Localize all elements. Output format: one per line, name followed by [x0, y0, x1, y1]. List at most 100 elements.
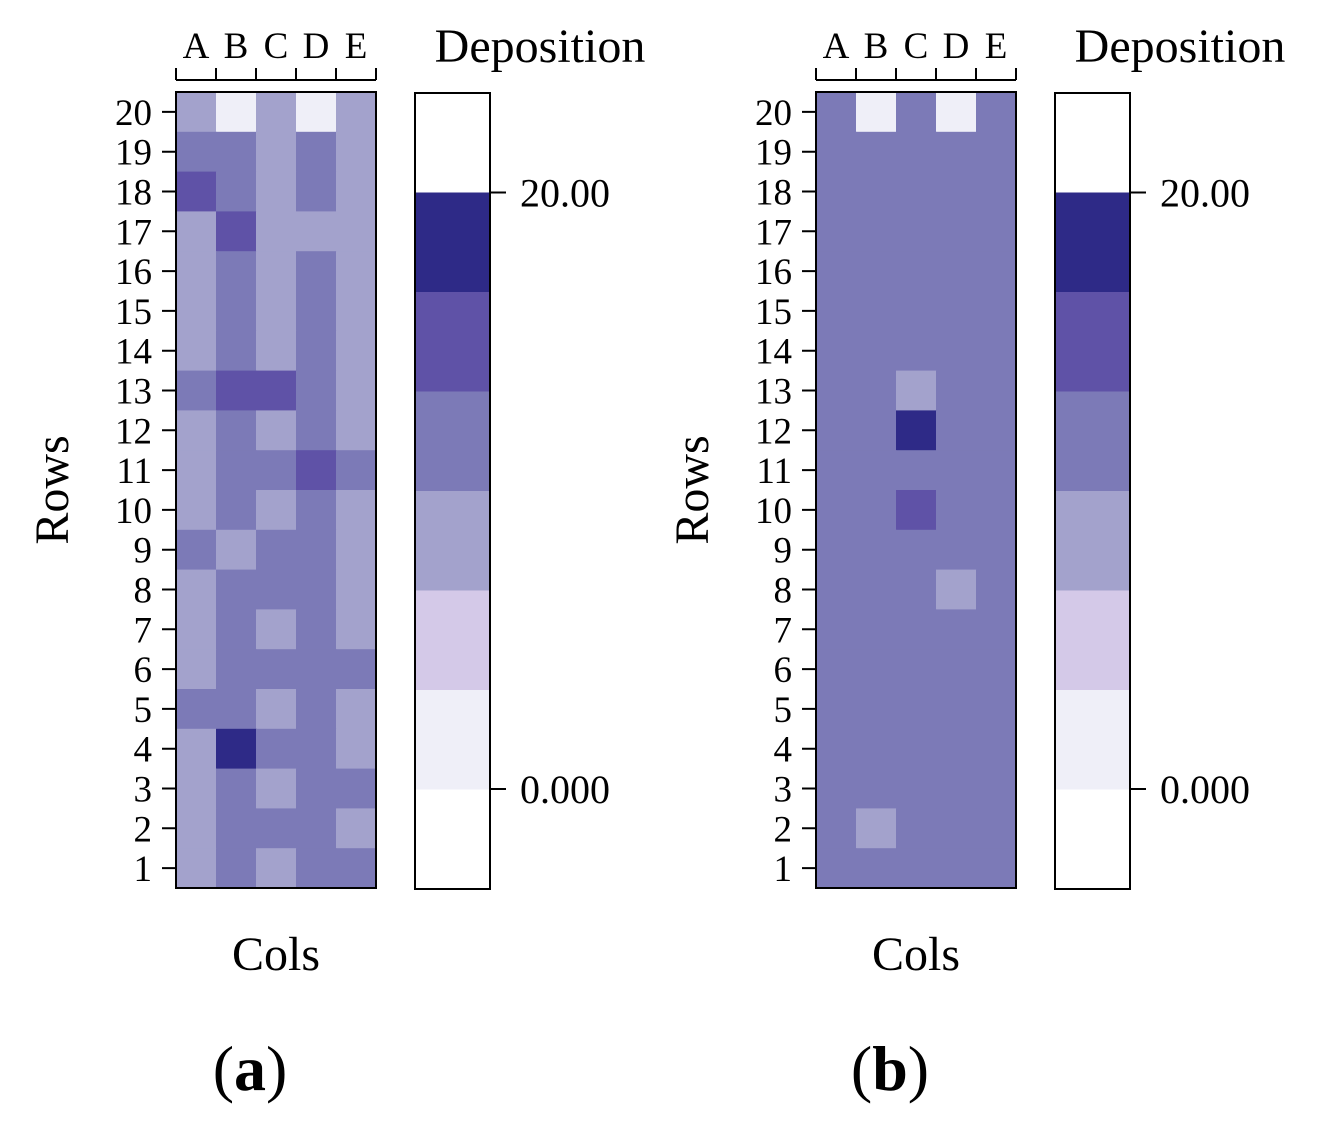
heatmap-cell: [856, 450, 897, 491]
heatmap-cell: [856, 490, 897, 531]
legend-frame: [414, 92, 491, 890]
legend-band: [1055, 690, 1130, 791]
heatmap-cell: [936, 291, 977, 332]
heatmap-cell: [216, 848, 257, 889]
heatmap-cell: [896, 728, 937, 770]
heatmap-cell: [296, 569, 337, 610]
heatmap-cell: [976, 490, 1017, 531]
heatmap-cell: [336, 291, 377, 332]
heatmap-cell: [336, 211, 377, 252]
heatmap-cell: [896, 92, 937, 133]
heatmap-cell: [216, 92, 257, 133]
legend-band: [415, 690, 490, 791]
legend-title: Deposition: [1075, 20, 1286, 73]
row-axis: [802, 110, 816, 870]
heatmap-cell: [176, 649, 217, 690]
heatmap-cell: [176, 529, 217, 571]
heatmap-cell: [816, 330, 857, 372]
x-axis-title: Cols: [872, 928, 960, 981]
legend-band: [415, 192, 490, 293]
heatmap-cell: [856, 92, 897, 133]
y-axis-title: Rows: [666, 435, 719, 544]
heatmap-cell: [816, 848, 857, 889]
heatmap-cell: [216, 490, 257, 531]
row-label: 15: [115, 292, 152, 333]
heatmap-cell: [176, 768, 217, 809]
heatmap-cell: [976, 569, 1017, 610]
heatmap-cell: [976, 529, 1017, 571]
heatmap-cell: [336, 131, 377, 173]
heatmap-cell: [296, 848, 337, 889]
panel-label: (b): [851, 1033, 929, 1104]
heatmap-cell: [216, 768, 257, 809]
heatmap-cell: [336, 569, 377, 610]
heatmap-cell: [896, 291, 937, 332]
row-label: 4: [774, 730, 793, 771]
heatmap-cell: [296, 131, 337, 173]
heatmap-cell: [296, 689, 337, 730]
row-label: 10: [115, 491, 152, 532]
row-label: 13: [755, 372, 792, 413]
heatmap-cell: [176, 131, 217, 173]
heatmap-cell: [936, 370, 977, 411]
heatmap-cell: [256, 291, 297, 332]
heatmap-cell: [896, 649, 937, 690]
heatmap-cell: [896, 490, 937, 531]
heatmap-cell: [336, 450, 377, 491]
row-label: 12: [755, 411, 792, 452]
row-label: 1: [774, 849, 793, 890]
heatmap-cell: [336, 609, 377, 650]
column-axis: [815, 68, 1017, 81]
heatmap-cell: [256, 330, 297, 372]
heatmap-cell: [176, 689, 217, 730]
column-label: B: [224, 26, 249, 67]
heatmap-cell: [816, 291, 857, 332]
heatmap-cell: [936, 808, 977, 849]
heatmap-cell: [936, 569, 977, 610]
heatmap-cell: [936, 649, 977, 690]
row-label: 14: [115, 332, 152, 373]
heatmap-cell: [936, 609, 977, 650]
legend-band: [415, 292, 490, 393]
legend-tick-label: 20.00: [1160, 171, 1250, 216]
heatmap-cell: [336, 649, 377, 690]
heatmap-cell: [216, 649, 257, 690]
heatmap-cell: [336, 848, 377, 889]
heatmap-cell: [976, 291, 1017, 332]
y-axis-title: Rows: [26, 435, 79, 544]
heatmap-cell: [936, 848, 977, 889]
heatmap-cell: [976, 689, 1017, 730]
legend-band: [415, 93, 490, 194]
heatmap-cell: [976, 848, 1017, 889]
row-label: 1: [134, 849, 153, 890]
heatmap-cell: [296, 529, 337, 571]
heatmap-cell: [976, 251, 1017, 292]
heatmap-cell: [176, 370, 217, 411]
heatmap-cell: [896, 251, 937, 292]
heatmap-cell: [256, 410, 297, 451]
heatmap-cell: [296, 609, 337, 650]
column-axis: [175, 68, 377, 81]
heatmap-cell: [216, 689, 257, 730]
legend-title: Deposition: [435, 20, 646, 73]
row-label: 13: [115, 372, 152, 413]
heatmap-cell: [936, 728, 977, 770]
heatmap-cell: [336, 808, 377, 849]
heatmap-cell: [856, 609, 897, 650]
panel-label: (a): [213, 1033, 288, 1104]
heatmap-cell: [856, 370, 897, 411]
heatmap-cell: [896, 808, 937, 849]
heatmap-cell: [216, 370, 257, 411]
heatmap-cell: [976, 728, 1017, 770]
column-label: A: [823, 26, 850, 67]
heatmap-cell: [816, 768, 857, 809]
heatmap-cell: [976, 649, 1017, 690]
heatmap-cell: [816, 808, 857, 849]
heatmap-cell: [216, 808, 257, 849]
heatmap-cell: [296, 768, 337, 809]
column-label: C: [264, 26, 289, 67]
heatmap-cell: [176, 848, 217, 889]
